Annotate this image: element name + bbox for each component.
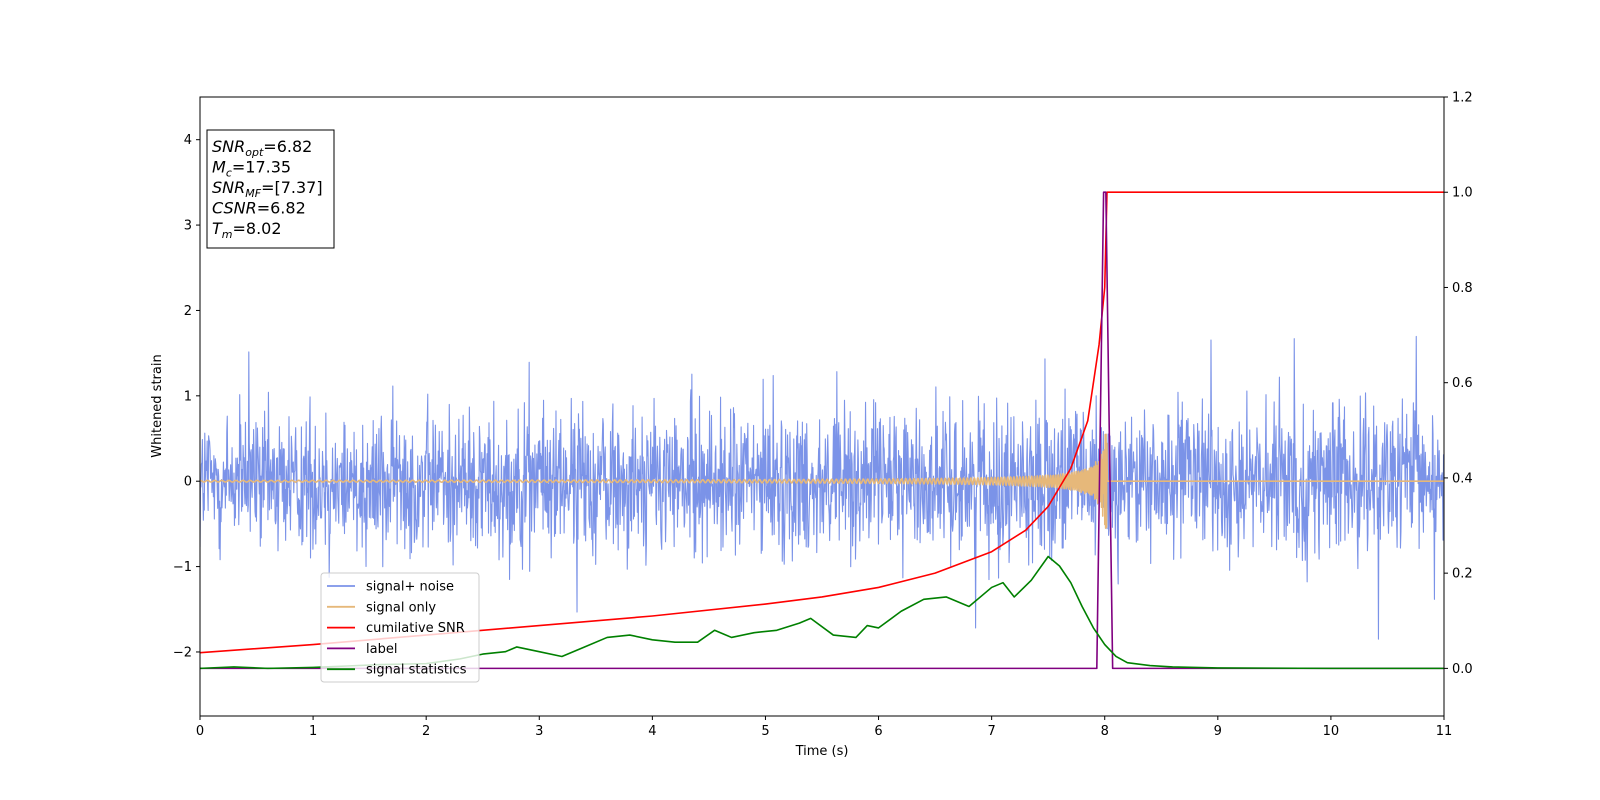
plot-area bbox=[200, 191, 1444, 670]
y-right-tick-label: 0.4 bbox=[1452, 471, 1473, 486]
info-line: SNRMF=[7.37] bbox=[212, 178, 323, 200]
x-tick-label: 11 bbox=[1436, 724, 1453, 739]
series-line-signal-statistics bbox=[200, 555, 1444, 670]
y-right-tick-label: 0.8 bbox=[1452, 281, 1473, 296]
y-right-tick-label: 0.0 bbox=[1452, 662, 1473, 677]
y-left-tick-label: −2 bbox=[173, 645, 192, 660]
legend-label: signal+ noise bbox=[366, 580, 454, 595]
y-right-tick-label: 0.6 bbox=[1452, 376, 1473, 391]
x-tick-label: 8 bbox=[1101, 724, 1109, 739]
x-tick-label: 2 bbox=[422, 724, 430, 739]
y-left-tick-label: 2 bbox=[184, 304, 192, 319]
axes-ticks: 0 1 2 3 4 5 6 7 8 9 10 11 −2 −1 0 1 2 3 4 0.0 0.2 0.4 0.6 0.8 1.… bbox=[173, 91, 1473, 740]
y-right-tick-label: 1.0 bbox=[1452, 186, 1473, 201]
x-axis-label: Time (s) bbox=[795, 744, 849, 759]
series-line-label bbox=[200, 191, 1444, 670]
series-line-signal-only bbox=[200, 433, 1444, 529]
info-line: CSNR=6.82 bbox=[212, 199, 306, 218]
series-line-cumilative-snr bbox=[200, 191, 1444, 654]
legend-label: signal statistics bbox=[366, 663, 467, 678]
plot-frame bbox=[199, 96, 1445, 717]
x-tick-label: 7 bbox=[987, 724, 995, 739]
y-left-tick-label: 3 bbox=[184, 219, 192, 234]
legend-frame bbox=[320, 572, 480, 683]
x-tick-label: 5 bbox=[761, 724, 769, 739]
legend: signal+ noise signal only cumilative SNR la… bbox=[320, 572, 480, 683]
info-line: Tm=8.02 bbox=[212, 219, 282, 241]
x-tick-label: 0 bbox=[196, 724, 204, 739]
y-left-tick-label: 1 bbox=[184, 389, 192, 404]
y-right-tick-label: 0.2 bbox=[1452, 567, 1473, 582]
y-axis-label: Whitened strain bbox=[150, 354, 165, 457]
info-box: SNRopt=6.82Mc=17.35SNRMF=[7.37]CSNR=6.82… bbox=[206, 129, 335, 249]
x-tick-label: 3 bbox=[535, 724, 543, 739]
y-left-tick-label: −1 bbox=[173, 560, 192, 575]
y-left-tick-label: 4 bbox=[184, 133, 192, 148]
legend-label: signal only bbox=[366, 600, 436, 615]
y-right-tick-label: 1.2 bbox=[1452, 91, 1473, 106]
info-box-frame bbox=[206, 129, 335, 249]
y-left-tick-label: 0 bbox=[184, 475, 192, 490]
info-line: Mc=17.35 bbox=[212, 158, 291, 180]
x-tick-label: 4 bbox=[648, 724, 656, 739]
x-tick-label: 9 bbox=[1214, 724, 1222, 739]
x-tick-label: 1 bbox=[309, 724, 317, 739]
series-line-signal-noise bbox=[200, 335, 1444, 640]
legend-label: label bbox=[366, 642, 397, 657]
x-tick-label: 6 bbox=[874, 724, 882, 739]
legend-label: cumilative SNR bbox=[366, 621, 465, 636]
x-tick-label: 10 bbox=[1323, 724, 1340, 739]
info-line: SNRopt=6.82 bbox=[212, 137, 312, 159]
